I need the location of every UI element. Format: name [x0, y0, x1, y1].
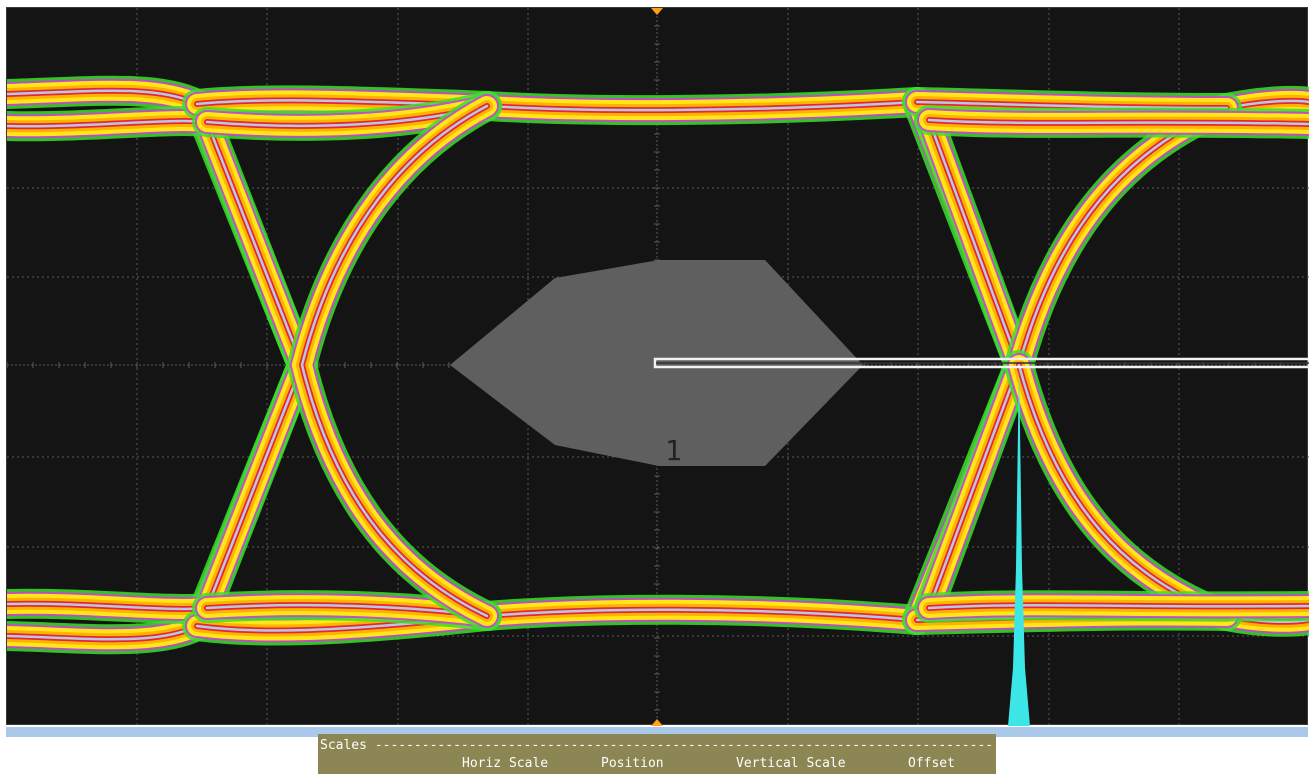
- bottom-trigger-marker[interactable]: [651, 719, 663, 726]
- jitter-histogram: [1008, 368, 1030, 726]
- eye-trace-segment: [927, 118, 1309, 126]
- histogram-window-bar[interactable]: [653, 357, 1309, 369]
- eye-trace-segment: [300, 104, 489, 618]
- display-status-strip: [6, 727, 1308, 737]
- scales-title-rule: ----------------------------------------…: [374, 738, 994, 753]
- eye-waveform-traces: [7, 75, 1309, 655]
- mask-region-label: 1: [665, 434, 682, 467]
- eye-trace-segment: [927, 604, 1309, 610]
- scales-panel-title: Scales ---------------------------------…: [320, 738, 994, 753]
- position-header: Position: [601, 756, 664, 771]
- scales-panel: Scales ---------------------------------…: [318, 734, 996, 774]
- top-trigger-marker[interactable]: [651, 8, 663, 15]
- scales-column-headers: Horiz Scale Position Vertical Scale Offs…: [318, 756, 996, 774]
- scales-title-text: Scales: [320, 738, 367, 753]
- horiz-scale-header: Horiz Scale: [462, 756, 549, 771]
- offset-header: Offset: [908, 756, 955, 771]
- eye-diagram-display[interactable]: 1: [6, 7, 1309, 726]
- vertical-scale-header: Vertical Scale: [736, 756, 846, 771]
